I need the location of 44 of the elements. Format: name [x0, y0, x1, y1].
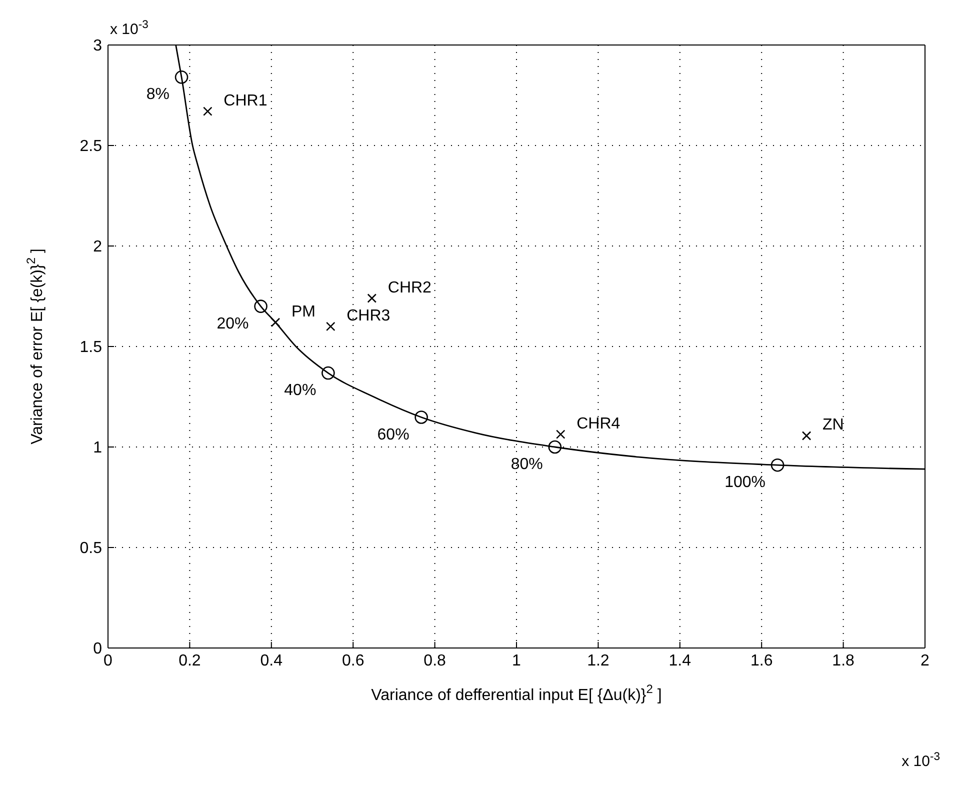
annotation: ZN: [822, 416, 844, 434]
x-tick-label: 1.8: [832, 652, 855, 670]
annotation: PM: [291, 303, 316, 320]
annotation: 20%: [216, 315, 249, 332]
x-tick-label: 0.4: [260, 652, 283, 670]
point: [270, 318, 280, 328]
annotation: CHR2: [388, 279, 432, 296]
annotation: 100%: [724, 474, 766, 492]
point: [548, 440, 562, 454]
point: [174, 70, 188, 84]
x-axis-title: Variance of defferential input E[ {Δu(k)}$^{2}$ ]: [371, 682, 662, 704]
y-tick-label: 2.5: [80, 138, 102, 156]
text: x 10$^{-3}$: [110, 19, 148, 38]
x-tick-label: 1.2: [587, 652, 610, 670]
text: x 10$^{-3}$: [902, 751, 940, 770]
annotation: CHR3: [346, 307, 390, 324]
y-tick-label: 0.5: [80, 540, 102, 558]
point: [254, 300, 268, 313]
x-tick-label: 0.8: [424, 652, 446, 670]
y-tick-label: 3: [93, 38, 102, 55]
point: [802, 431, 812, 440]
annotation: 80%: [510, 456, 543, 473]
y-tick-label: 1: [93, 440, 102, 457]
x-tick-label: 1.4: [668, 652, 692, 670]
annotation: CHR4: [576, 415, 620, 432]
point: [326, 322, 336, 332]
y-tick-label: 1.5: [80, 339, 102, 356]
y-tick-label: 0: [93, 640, 102, 658]
point: [770, 458, 784, 472]
x-tick-label: 0.6: [342, 652, 364, 670]
annotation: 60%: [377, 426, 410, 444]
point: [367, 294, 377, 303]
point: [556, 430, 566, 439]
x-tick-label: 1.6: [750, 652, 773, 670]
x-tick-label: 2: [920, 652, 930, 670]
point: [203, 106, 212, 116]
annotation: 8%: [146, 86, 170, 104]
point: [414, 410, 428, 424]
point: [322, 366, 335, 380]
annotation: 40%: [284, 382, 316, 400]
y-tick-label: 2: [93, 238, 102, 256]
x-tick-label: 1: [512, 652, 522, 670]
annotation: CHR1: [224, 92, 268, 110]
x-tick-label: 0.2: [178, 652, 201, 670]
